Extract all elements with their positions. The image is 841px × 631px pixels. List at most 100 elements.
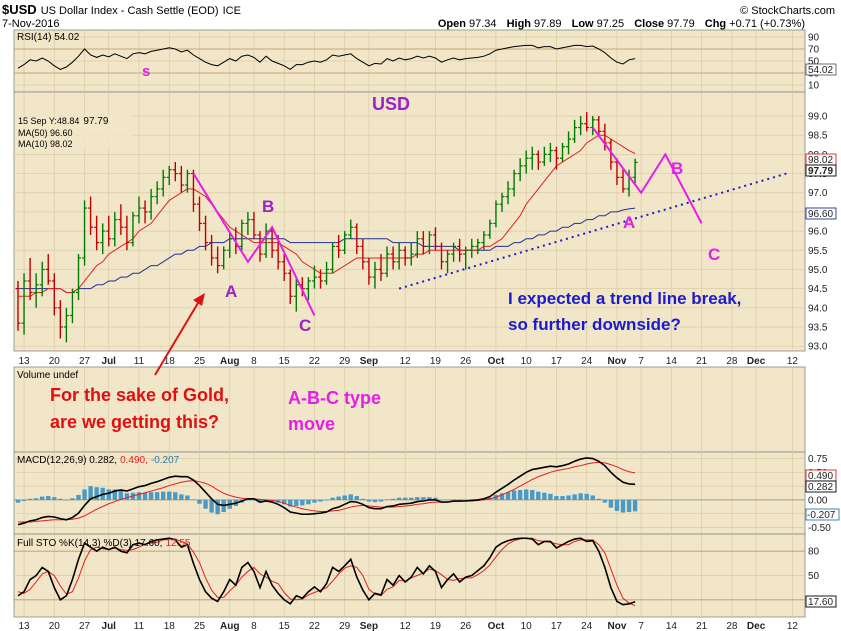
macd-histogram-bar — [614, 499, 620, 511]
macd-histogram-bar — [76, 494, 81, 500]
volume-legend: Volume undef — [17, 370, 78, 381]
macd-histogram-bar — [15, 499, 21, 503]
x-tick-label: 22 — [309, 356, 321, 367]
x-tick-label: 10 — [521, 356, 533, 367]
price-bar — [445, 250, 451, 274]
macd-histogram-bar — [409, 497, 414, 500]
volume-panel — [13, 366, 806, 453]
price-bar — [372, 261, 378, 289]
price-bar — [148, 188, 154, 220]
macd-histogram-bar — [64, 499, 69, 501]
macd-histogram-bar — [602, 499, 608, 503]
trend-line — [398, 172, 787, 290]
x-tick-label: 12 — [787, 356, 799, 367]
macd-histogram-bar — [46, 496, 51, 500]
x-tick-label: 21 — [696, 621, 708, 631]
macd-histogram-bar — [40, 496, 45, 500]
x-tick-label: 13 — [18, 356, 30, 367]
price-bar — [311, 265, 317, 289]
x-tick-label: 27 — [79, 621, 91, 631]
x-tick-label: 15 — [279, 621, 291, 631]
macd-histogram-bar — [124, 493, 130, 500]
rsi-legend: RSI(14) 54.02 — [17, 32, 80, 43]
price-bar — [215, 246, 221, 274]
macd-histogram-bar — [578, 493, 583, 500]
macd-histogram-bar — [191, 499, 196, 500]
price-bar — [51, 273, 57, 316]
macd-histogram-bar — [318, 499, 323, 502]
macd-histogram-bar — [554, 496, 559, 500]
price-bar — [378, 254, 384, 281]
macd-histogram-bar — [300, 499, 305, 506]
price-bar — [57, 300, 63, 339]
macd-histogram-bar — [384, 499, 390, 500]
macd-histogram-bar — [632, 499, 638, 512]
brand-logo: © StockCharts.com — [740, 5, 835, 17]
svg-text:17.60: 17.60 — [808, 597, 833, 608]
macd-histogram-bar — [215, 499, 220, 515]
macd-legend: MACD(12,26,9) 0.282, 0.490, -0.207 — [17, 455, 180, 466]
price-bar — [324, 261, 330, 285]
y-tick-label: 70 — [808, 45, 820, 56]
price-bar — [560, 142, 565, 163]
macd-histogram-bar — [396, 497, 402, 500]
x-tick-label: 20 — [49, 356, 61, 367]
price-bar — [27, 257, 33, 301]
y-tick-label: 80 — [808, 547, 820, 558]
price-bar — [541, 146, 547, 166]
macd-histogram-bar — [584, 493, 589, 500]
price-bar — [197, 196, 202, 232]
price-bar — [45, 254, 51, 285]
price-legend-date: 15 Sep Y:48.84 97.79 — [18, 116, 109, 127]
rsi-line — [17, 44, 636, 71]
price-bar — [608, 139, 614, 170]
macd-histogram-bar — [282, 499, 287, 505]
macd-histogram-bar — [360, 498, 366, 500]
y-tick-label: 90 — [808, 33, 820, 44]
macd-histogram-bar — [294, 499, 299, 506]
macd-histogram-bar — [167, 491, 172, 500]
macd-histogram-bar — [548, 493, 553, 500]
y-tick-label: 50 — [808, 57, 820, 68]
y-tick-label: 94.0 — [808, 303, 828, 314]
macd-histogram-bar — [324, 499, 329, 501]
y-tick-label: 95.5 — [808, 246, 828, 257]
sto-value-tag: 17.60 — [805, 595, 837, 608]
macd-histogram-bar — [427, 497, 432, 500]
y-tick-label: 10 — [808, 81, 820, 92]
x-tick-label: 12 — [400, 356, 412, 367]
price-bar — [112, 211, 118, 247]
price-bar — [142, 200, 148, 224]
price-bar — [184, 169, 190, 193]
macd-histogram-bar — [530, 489, 535, 500]
macd-histogram-bar — [390, 498, 396, 500]
x-tick-label: Nov — [607, 621, 626, 631]
x-tick-label: Jul — [102, 356, 117, 367]
price-bar — [336, 234, 342, 258]
price-bar — [535, 150, 541, 170]
macd-histogram-bar — [82, 489, 87, 500]
x-tick-label: 11 — [134, 356, 145, 367]
ma50-line — [18, 207, 636, 293]
price-bar — [596, 116, 602, 136]
price-bar — [209, 234, 215, 266]
price-bars — [15, 112, 638, 343]
price-bar — [432, 227, 438, 251]
macd-histogram-bar — [421, 497, 426, 500]
macd-histogram-bar — [154, 492, 160, 500]
wave-label-c2: C — [708, 245, 720, 264]
x-tick-label: 25 — [194, 356, 206, 367]
price-bar — [305, 277, 311, 301]
macd-series — [14, 457, 805, 526]
macd-histogram-bar — [288, 499, 293, 507]
abc-wave-2 — [591, 126, 703, 224]
price-bar — [553, 146, 559, 170]
macd-histogram-bar — [173, 492, 178, 500]
macd-line — [17, 457, 636, 526]
x-tick-label: 13 — [18, 621, 30, 631]
sto-series — [14, 537, 805, 607]
x-tick-label: 28 — [726, 356, 738, 367]
macd-histogram-bar — [469, 499, 474, 500]
macd-histogram-bar — [52, 497, 57, 500]
x-tick-label: 20 — [49, 621, 61, 631]
